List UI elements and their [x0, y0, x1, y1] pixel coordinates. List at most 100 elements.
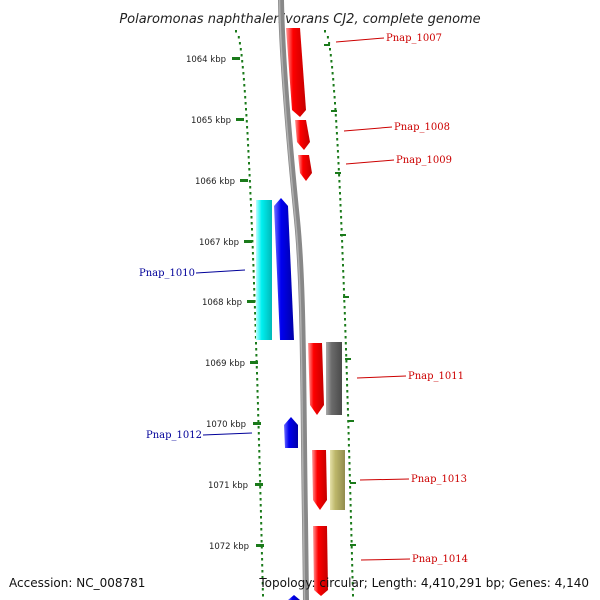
- scale-dot: [258, 468, 261, 471]
- gene-pnap-1007[interactable]: [286, 28, 306, 117]
- scale-dot: [350, 552, 353, 555]
- scale-dot: [344, 336, 347, 339]
- scale-dot: [346, 378, 348, 381]
- label-pnap-1011[interactable]: Pnap_1011: [408, 371, 464, 382]
- gene-pnap-1012[interactable]: [284, 417, 298, 448]
- scale-dot: [342, 282, 345, 285]
- scale-marks-right: [324, 44, 356, 546]
- scale-dot: [253, 294, 256, 297]
- scale-dot: [257, 438, 260, 441]
- scale-dot: [257, 426, 260, 429]
- scale-dot: [342, 288, 345, 291]
- scale-dot: [351, 582, 354, 585]
- scale-dot: [345, 360, 348, 363]
- scale-dot: [350, 522, 353, 525]
- scale-dot: [341, 240, 344, 243]
- label-pnap-1009[interactable]: Pnap_1009: [396, 155, 452, 166]
- scale-dot: [351, 588, 354, 591]
- gene-pnap-1011-gray[interactable]: [326, 342, 342, 415]
- tick-1067: [244, 240, 252, 243]
- scale-dot: [348, 450, 351, 453]
- scale-dot: [248, 162, 250, 165]
- scale-dot: [336, 138, 339, 141]
- label-pnap-1007[interactable]: Pnap_1007: [386, 33, 442, 44]
- scale-dot: [349, 516, 352, 519]
- scale-dot: [257, 432, 260, 435]
- gene-pnap-1013-forward[interactable]: [312, 450, 327, 510]
- scale-dot: [261, 588, 264, 591]
- scale-dot: [352, 594, 354, 597]
- scale-dot: [339, 198, 342, 201]
- gene-pnap-1010[interactable]: [274, 198, 294, 340]
- scale-dot: [242, 72, 245, 75]
- scale-dot: [341, 246, 344, 249]
- scale-dot: [251, 240, 254, 243]
- scale-dot: [336, 150, 339, 153]
- forward-genes: [286, 28, 328, 596]
- scale-dot: [342, 264, 344, 267]
- scale-dot: [257, 420, 260, 423]
- scale-dot: [331, 72, 334, 75]
- label-pnap-1014[interactable]: Pnap_1014: [412, 554, 468, 565]
- scale-dot: [340, 216, 343, 219]
- scale-dot: [342, 276, 345, 279]
- gene-partial-bottom[interactable]: [288, 595, 300, 600]
- scale-dot: [345, 366, 348, 369]
- scale-dot: [351, 558, 353, 561]
- tick-label-1068: 1068 kbp: [202, 298, 242, 308]
- scale-dot: [343, 294, 346, 297]
- gene-pnap-1011-forward[interactable]: [308, 343, 324, 415]
- scale-dot: [348, 474, 351, 477]
- scale-dot: [258, 444, 261, 447]
- gene-pnap-1013-khaki[interactable]: [330, 450, 345, 510]
- gene-pnap-1010-cyan[interactable]: [256, 200, 272, 340]
- scale-dot: [332, 78, 335, 81]
- scale-dot: [244, 102, 247, 105]
- scale-dot: [340, 228, 343, 231]
- genome-summary-text: Topology: circular; Length: 4,410,291 bp…: [258, 576, 589, 590]
- scale-dot: [349, 510, 352, 513]
- scale-dot: [258, 450, 261, 453]
- label-pnap-1013[interactable]: Pnap_1013: [411, 474, 467, 485]
- scale-dot: [349, 498, 352, 501]
- scale-dot: [246, 138, 249, 141]
- scale-dot: [338, 174, 341, 177]
- scale-dot: [254, 330, 257, 333]
- scale-dot: [250, 216, 253, 219]
- scale-dot: [350, 534, 353, 537]
- tick-label-1071: 1071 kbp: [208, 481, 248, 491]
- scale-dot: [237, 36, 240, 39]
- scale-dot: [259, 492, 262, 495]
- scale-dot: [247, 150, 250, 153]
- scale-dot: [341, 252, 344, 255]
- scale-dot: [256, 396, 259, 399]
- gene-pnap-1014[interactable]: [313, 526, 328, 596]
- scale-dot: [350, 546, 353, 549]
- scale-dot: [337, 156, 340, 159]
- scale-dot: [239, 48, 242, 51]
- scale-dot: [240, 54, 243, 57]
- scale-dot: [338, 186, 341, 189]
- scale-dot: [245, 108, 247, 111]
- scale-dot: [347, 444, 350, 447]
- scale-dot: [329, 48, 331, 51]
- label-pnap-1012[interactable]: Pnap_1012: [146, 430, 202, 441]
- gene-pnap-1008[interactable]: [295, 120, 310, 150]
- scale-dot: [251, 228, 253, 231]
- tick-label-1070: 1070 kbp: [206, 420, 246, 430]
- scale-dot: [345, 354, 348, 357]
- tick-1071: [255, 483, 263, 486]
- scale-dot: [346, 402, 349, 405]
- tick-1072: [256, 544, 264, 547]
- scale-dot: [348, 456, 351, 459]
- scale-dot: [251, 252, 254, 255]
- label-pnap-1008[interactable]: Pnap_1008: [394, 122, 450, 133]
- scale-dot: [332, 84, 335, 87]
- label-leaders: [195, 37, 411, 561]
- scale-dot: [262, 594, 264, 597]
- scale-dot: [260, 516, 262, 519]
- gene-pnap-1009[interactable]: [298, 155, 312, 181]
- label-pnap-1010[interactable]: Pnap_1010: [139, 268, 195, 279]
- scale-dot: [256, 378, 259, 381]
- scale-dot: [254, 312, 257, 315]
